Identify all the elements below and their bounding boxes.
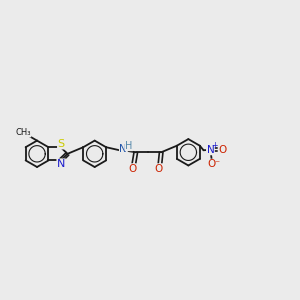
Text: O: O — [154, 164, 163, 174]
Text: +: + — [212, 141, 218, 150]
Text: CH₃: CH₃ — [15, 128, 31, 137]
Text: O: O — [208, 159, 216, 169]
Text: O: O — [128, 164, 136, 174]
Text: O: O — [218, 145, 226, 155]
Text: N: N — [119, 144, 127, 154]
Text: S: S — [58, 139, 65, 149]
Text: N: N — [206, 145, 214, 155]
Text: N: N — [57, 159, 65, 169]
Text: H: H — [125, 141, 133, 151]
Text: ⁻: ⁻ — [214, 159, 219, 169]
